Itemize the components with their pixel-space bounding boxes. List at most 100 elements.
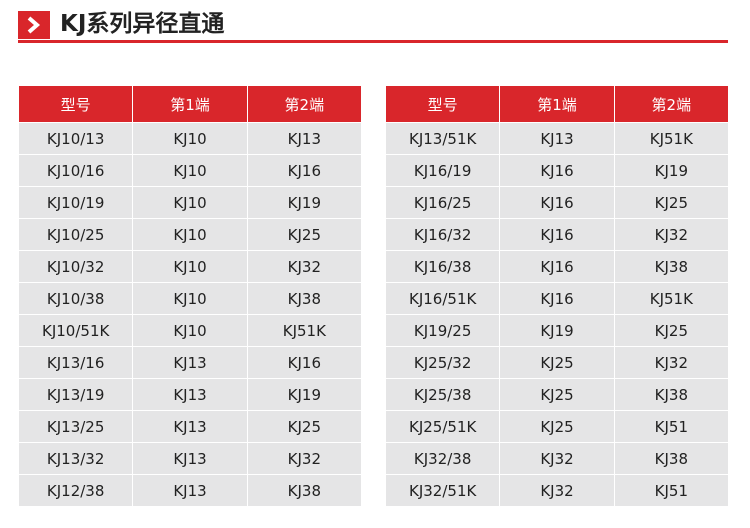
table: 型号 第1端 第2端 KJ10/13 KJ10 KJ13 KJ10/16 KJ10 KJ16 KJ…	[17, 86, 363, 507]
cell: KJ10	[132, 154, 248, 187]
column-header: 型号	[384, 86, 501, 123]
cell: KJ19	[246, 186, 363, 219]
cell: KJ16	[246, 346, 363, 379]
column-header: 型号	[17, 86, 134, 123]
cell: KJ16/38	[384, 250, 501, 283]
header-row: 型号 第1端 第2端	[17, 86, 363, 123]
cell: KJ16	[499, 250, 615, 283]
cell: KJ13	[132, 410, 248, 443]
cell: KJ38	[613, 378, 730, 411]
cell: KJ25	[613, 314, 730, 347]
cell: KJ25/32	[384, 346, 501, 379]
table-row: KJ32/51K KJ32 KJ51	[384, 474, 730, 507]
cell: KJ16/25	[384, 186, 501, 219]
cell: KJ19	[499, 314, 615, 347]
table-row: KJ13/25 KJ13 KJ25	[17, 410, 363, 443]
cell: KJ10/19	[17, 186, 134, 219]
cell: KJ51K	[613, 122, 730, 155]
cell: KJ51	[613, 474, 730, 507]
cell: KJ32/38	[384, 442, 501, 475]
table-row: KJ13/32 KJ13 KJ32	[17, 442, 363, 475]
cell: KJ13/51K	[384, 122, 501, 155]
table-row: KJ10/13 KJ10 KJ13	[17, 122, 363, 155]
table-row: KJ16/32 KJ16 KJ32	[384, 218, 730, 251]
table-row: KJ16/25 KJ16 KJ25	[384, 186, 730, 219]
cell: KJ13	[499, 122, 615, 155]
table-row: KJ16/38 KJ16 KJ38	[384, 250, 730, 283]
cell: KJ16	[499, 154, 615, 187]
cell: KJ25	[246, 218, 363, 251]
cell: KJ10/16	[17, 154, 134, 187]
cell: KJ32	[613, 346, 730, 379]
cell: KJ32	[499, 442, 615, 475]
table-row: KJ10/16 KJ10 KJ16	[17, 154, 363, 187]
cell: KJ25/38	[384, 378, 501, 411]
cell: KJ12/38	[17, 474, 134, 507]
cell: KJ32/51K	[384, 474, 501, 507]
cell: KJ13	[132, 346, 248, 379]
table-row: KJ12/38 KJ13 KJ38	[17, 474, 363, 507]
table-row: KJ13/19 KJ13 KJ19	[17, 378, 363, 411]
cell: KJ25	[613, 186, 730, 219]
cell: KJ10	[132, 186, 248, 219]
cell: KJ16/51K	[384, 282, 501, 315]
cell: KJ38	[246, 474, 363, 507]
cell: KJ13	[246, 122, 363, 155]
cell: KJ10/13	[17, 122, 134, 155]
cell: KJ16	[499, 218, 615, 251]
cell: KJ32	[246, 250, 363, 283]
cell: KJ19	[613, 154, 730, 187]
cell: KJ16/19	[384, 154, 501, 187]
header-row: 型号 第1端 第2端	[384, 86, 730, 123]
cell: KJ25	[499, 346, 615, 379]
cell: KJ16	[499, 186, 615, 219]
cell: KJ10	[132, 314, 248, 347]
cell: KJ13/25	[17, 410, 134, 443]
table-row: KJ10/38 KJ10 KJ38	[17, 282, 363, 315]
column-header: 第1端	[132, 86, 248, 123]
cell: KJ10/38	[17, 282, 134, 315]
cell: KJ38	[613, 250, 730, 283]
cell: KJ16/32	[384, 218, 501, 251]
cell: KJ19	[246, 378, 363, 411]
cell: KJ16	[499, 282, 615, 315]
cell: KJ38	[613, 442, 730, 475]
table-row: KJ10/51K KJ10 KJ51K	[17, 314, 363, 347]
cell: KJ10	[132, 282, 248, 315]
cell: KJ25/51K	[384, 410, 501, 443]
cell: KJ32	[246, 442, 363, 475]
column-header: 第2端	[246, 86, 363, 123]
cell: KJ13/19	[17, 378, 134, 411]
cell: KJ10	[132, 218, 248, 251]
table-row: KJ19/25 KJ19 KJ25	[384, 314, 730, 347]
cell: KJ25	[499, 410, 615, 443]
cell: KJ19/25	[384, 314, 501, 347]
table-row: KJ16/19 KJ16 KJ19	[384, 154, 730, 187]
title: KJ系列异径直通	[60, 11, 225, 37]
table-row: KJ10/32 KJ10 KJ32	[17, 250, 363, 283]
cell: KJ32	[499, 474, 615, 507]
table: 型号 第1端 第2端 KJ13/51K KJ13 KJ51K KJ16/19 KJ16 KJ19…	[384, 86, 730, 507]
title-icon	[18, 11, 50, 39]
cell: KJ10/32	[17, 250, 134, 283]
cell: KJ13	[132, 442, 248, 475]
table-row: KJ25/51K KJ25 KJ51	[384, 410, 730, 443]
cell: KJ25	[246, 410, 363, 443]
cell: KJ10/51K	[17, 314, 134, 347]
cell: KJ10	[132, 122, 248, 155]
title-rule	[18, 40, 728, 43]
cell: KJ13/32	[17, 442, 134, 475]
table-row: KJ25/38 KJ25 KJ38	[384, 378, 730, 411]
table-row: KJ10/25 KJ10 KJ25	[17, 218, 363, 251]
cell: KJ10/25	[17, 218, 134, 251]
table-row: KJ13/51K KJ13 KJ51K	[384, 122, 730, 155]
cell: KJ32	[613, 218, 730, 251]
cell: KJ13	[132, 474, 248, 507]
cell: KJ25	[499, 378, 615, 411]
cell: KJ13	[132, 378, 248, 411]
cell: KJ51K	[246, 314, 363, 347]
cell: KJ10	[132, 250, 248, 283]
cell: KJ13/16	[17, 346, 134, 379]
cell: KJ51	[613, 410, 730, 443]
